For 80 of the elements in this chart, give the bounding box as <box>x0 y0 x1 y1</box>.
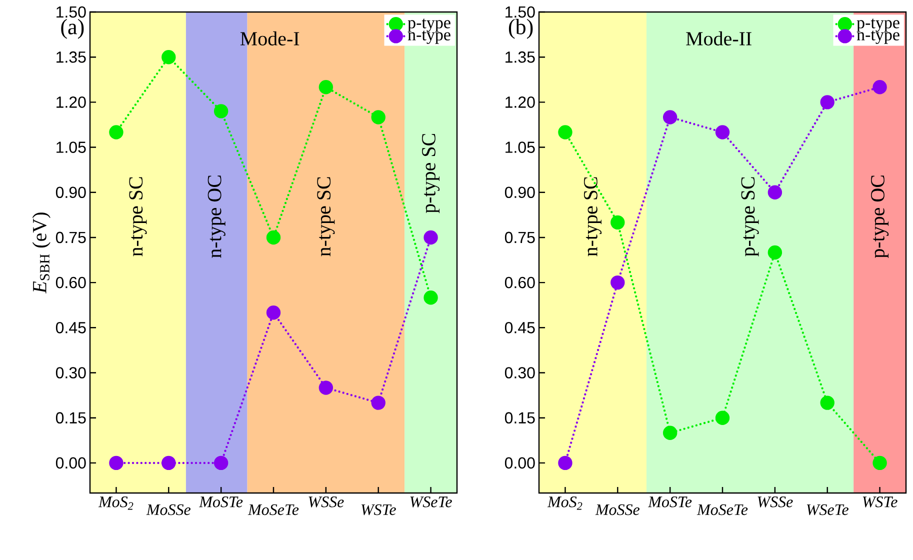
annotation: n-type OC <box>208 176 226 258</box>
legend-label: p-type <box>408 18 450 32</box>
text: (b) <box>508 18 533 39</box>
point <box>820 396 834 410</box>
point <box>318 80 334 94</box>
x-tick-label: WSSe <box>758 496 793 508</box>
point <box>662 426 678 440</box>
x-tick-label: MoSSe <box>595 504 640 516</box>
point <box>318 380 334 395</box>
x-tick-label: WSTe <box>361 504 396 516</box>
annotation: Mode-II <box>686 31 752 46</box>
x-tick-label: WSSe <box>308 496 344 508</box>
point <box>768 245 782 260</box>
y-tick-label: 1.50 <box>506 6 535 18</box>
legend-label: n-type <box>856 30 900 44</box>
x-tick-label: MoS$_{2}$ <box>98 496 134 510</box>
point <box>162 50 176 64</box>
y-tick-label: 0.45 <box>56 322 86 334</box>
point <box>610 275 625 290</box>
y-tick-label: 0.60 <box>504 276 535 288</box>
point <box>662 110 678 124</box>
point <box>371 110 386 124</box>
y-tick-label: 0.00 <box>504 457 535 469</box>
x-tick-label: MoSTe <box>198 496 243 508</box>
point <box>715 125 730 140</box>
point <box>768 185 782 200</box>
annotation: p-type SC <box>741 177 759 256</box>
x-tick-label: WSTe <box>862 496 898 508</box>
y-axis-title: E$_{SBH}$ (eV) <box>32 212 50 294</box>
point <box>820 95 834 110</box>
x-tick-label: MoSeTe <box>248 504 299 516</box>
point <box>214 456 228 470</box>
point <box>558 456 572 470</box>
annotation: Mode-I <box>240 31 300 46</box>
y-tick-label: 0.60 <box>56 276 86 288</box>
point <box>371 396 386 410</box>
y-tick-label: 0.75 <box>56 232 86 244</box>
point <box>424 230 438 245</box>
x-tick-label: MoS$_{2}$ <box>547 496 582 510</box>
y-tick-label: 1.05 <box>56 142 86 153</box>
y-tick-label: 0.90 <box>504 186 535 198</box>
annotation: n-type SC <box>317 177 335 256</box>
y-tick-label: 0.45 <box>504 322 535 334</box>
point <box>266 306 281 320</box>
x-tick-label: MoSSe <box>146 504 190 516</box>
y-tick-label: 0.90 <box>56 186 86 198</box>
y-tick-label: 1.20 <box>506 96 535 108</box>
y-tick-label: 0.15 <box>504 412 535 424</box>
y-tick-label: 0.00 <box>56 457 86 469</box>
point <box>872 456 887 470</box>
annotation: p-type SC <box>422 134 440 214</box>
annotation: n-type SC <box>584 177 602 256</box>
x-tick-label: WSeTe <box>806 504 848 516</box>
legend-label: p-type <box>856 18 900 32</box>
point <box>266 230 281 245</box>
y-tick-label: 1.05 <box>506 142 535 153</box>
point <box>558 125 572 140</box>
y-tick-label: 0.75 <box>504 232 535 244</box>
x-tick-label: MoSeTe <box>696 504 748 516</box>
y-tick-label: 0.30 <box>504 367 535 378</box>
point <box>610 215 625 230</box>
x-tick-label: MoSTe <box>648 496 692 508</box>
point <box>424 290 438 305</box>
point <box>109 456 124 470</box>
x-tick-label: WSeTe <box>410 496 452 508</box>
y-tick-label: 0.30 <box>56 367 86 378</box>
y-tick-label: 1.20 <box>56 96 86 108</box>
y-tick-label: 1.35 <box>506 51 535 63</box>
point <box>109 125 124 140</box>
point <box>214 104 228 118</box>
legend-label: n-type <box>408 30 450 44</box>
y-tick-label: 0.15 <box>56 412 86 424</box>
y-tick-label: 1.50 <box>56 6 86 18</box>
point <box>162 456 176 470</box>
point <box>715 410 730 425</box>
annotation: n-type SC <box>129 177 147 256</box>
text: (a) <box>61 18 84 39</box>
y-tick-label: 1.35 <box>56 51 86 63</box>
point <box>872 80 887 94</box>
annotation: p-type OC <box>871 176 889 258</box>
